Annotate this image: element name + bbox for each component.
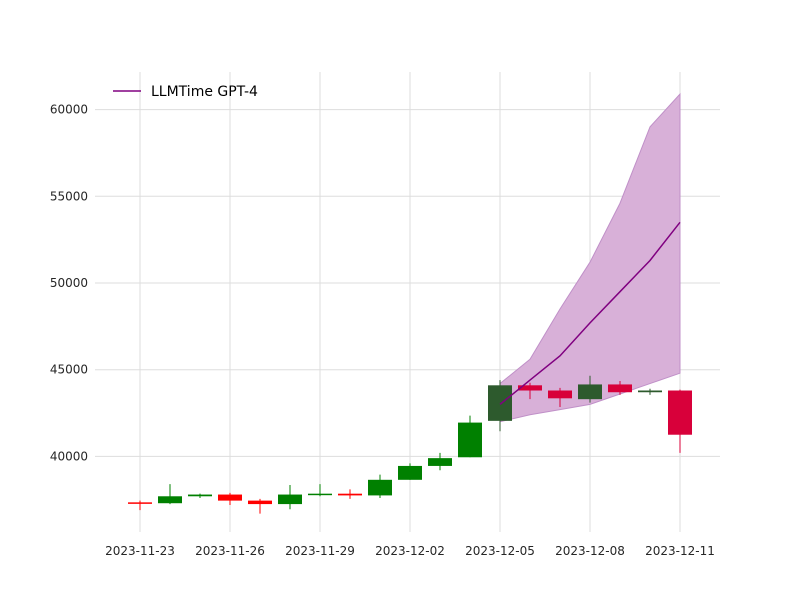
candle xyxy=(638,388,662,395)
candle xyxy=(218,492,242,505)
candle-body xyxy=(278,494,302,505)
candle-body xyxy=(608,384,632,393)
candle xyxy=(188,493,212,499)
y-tick-label: 60000 xyxy=(50,103,88,117)
candle-body xyxy=(308,493,332,496)
x-tick-label: 2023-11-23 xyxy=(105,544,175,558)
candle xyxy=(368,474,392,499)
candle xyxy=(668,389,692,453)
x-tick-label: 2023-12-08 xyxy=(555,544,625,558)
candle-body xyxy=(188,494,212,497)
candle xyxy=(518,382,542,400)
candle xyxy=(278,485,302,510)
candle-body xyxy=(158,496,182,504)
forecast-interval-band xyxy=(499,92,681,423)
candle xyxy=(458,415,482,458)
candle-body xyxy=(488,385,512,421)
forecast-median-line-group xyxy=(499,221,681,405)
candle xyxy=(608,380,632,395)
candle-body xyxy=(218,494,242,501)
candle xyxy=(158,484,182,505)
candle-body xyxy=(368,479,392,496)
y-tick-label: 55000 xyxy=(50,189,88,203)
candle xyxy=(338,489,362,499)
candle-body xyxy=(578,384,602,400)
candle xyxy=(578,375,602,403)
x-axis-ticks: 2023-11-23 2023-11-26 2023-11-29 2023-12-02… xyxy=(105,544,715,558)
candle xyxy=(398,463,422,480)
candle xyxy=(248,498,272,514)
candle-body xyxy=(428,458,452,466)
candle-body xyxy=(518,385,542,391)
candle-body xyxy=(338,493,362,496)
candles xyxy=(128,375,692,514)
x-tick-label: 2023-11-26 xyxy=(195,544,265,558)
candle-body xyxy=(638,390,662,393)
forecast-median-line xyxy=(499,221,681,405)
candle xyxy=(428,452,452,471)
candle-body xyxy=(668,390,692,435)
candle xyxy=(308,484,332,497)
legend-label-llmtime: LLMTime GPT-4 xyxy=(151,84,258,100)
candle-body xyxy=(128,502,152,504)
x-tick-label: 2023-12-11 xyxy=(645,544,715,558)
forecast-band xyxy=(499,92,681,423)
x-tick-label: 2023-11-29 xyxy=(285,544,355,558)
y-axis-ticks: 40000 45000 50000 55000 60000 xyxy=(50,103,88,464)
x-tick-label: 2023-12-05 xyxy=(465,544,535,558)
y-tick-label: 50000 xyxy=(50,276,88,290)
y-tick-label: 45000 xyxy=(50,363,88,377)
candle-body xyxy=(248,500,272,505)
legend: LLMTime GPT-4 xyxy=(113,84,258,100)
y-tick-label: 40000 xyxy=(50,449,88,463)
candle xyxy=(548,387,572,407)
candle xyxy=(488,380,512,432)
candle-body xyxy=(398,465,422,480)
candle-body xyxy=(548,390,572,399)
x-tick-label: 2023-12-02 xyxy=(375,544,445,558)
candle-body xyxy=(458,422,482,458)
candle xyxy=(128,500,152,511)
